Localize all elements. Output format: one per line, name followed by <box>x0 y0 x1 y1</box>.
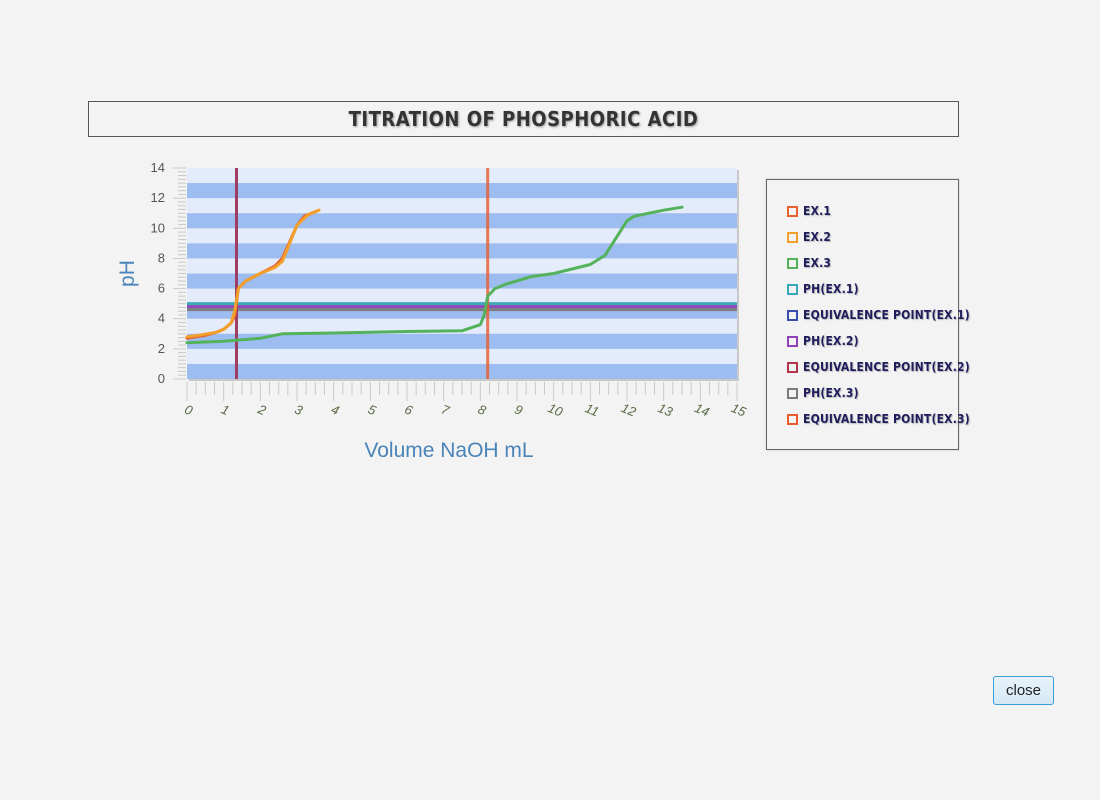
x-tick-label: 0 <box>183 402 196 419</box>
legend-swatch <box>787 205 798 217</box>
series-line <box>185 208 321 339</box>
legend-item[interactable]: Ex.3 <box>787 255 831 271</box>
legend-label: Ex.3 <box>803 256 832 270</box>
y-tick-label: 0 <box>158 371 165 386</box>
legend-label: Equivalence Point(Ex.3) <box>803 412 970 426</box>
x-tick-label: 3 <box>293 402 306 419</box>
series-line <box>185 205 684 345</box>
legend-swatch <box>787 387 798 399</box>
legend-swatch <box>787 335 798 347</box>
legend-label: pH(Ex.2) <box>803 334 859 348</box>
x-tick-label: 11 <box>583 400 601 419</box>
legend-label: pH(Ex.3) <box>803 386 859 400</box>
chart-title: Titration of Phosphoric Acid <box>348 107 699 131</box>
grid-band <box>187 183 737 199</box>
grid-band <box>187 243 737 259</box>
legend: Ex.1 Ex.2 Ex.3 pH(Ex.1) Equivalence Point(Ex… <box>766 179 970 450</box>
x-tick-label: 5 <box>366 402 379 419</box>
x-tick-label: 4 <box>329 402 341 419</box>
y-tick-label: 6 <box>158 281 165 296</box>
legend-item[interactable]: Ex.1 <box>787 203 831 219</box>
x-tick-label: 15 <box>729 400 749 420</box>
legend-item[interactable]: Ex.2 <box>787 229 831 245</box>
legend-label: Ex.1 <box>803 204 832 218</box>
close-button[interactable]: close <box>993 676 1054 705</box>
x-tick-label: 14 <box>693 400 712 419</box>
legend-swatch <box>787 361 798 373</box>
x-tick-label: 1 <box>219 402 231 419</box>
y-tick-label: 2 <box>158 341 165 356</box>
legend-label: Equivalence Point(Ex.2) <box>803 360 970 374</box>
y-tick-label: 12 <box>151 190 165 205</box>
x-tick-label: 2 <box>255 401 269 418</box>
legend-item[interactable]: pH(Ex.2) <box>787 333 859 349</box>
y-tick-label: 8 <box>158 250 165 265</box>
grid-band <box>187 213 737 229</box>
legend-swatch <box>787 257 798 269</box>
x-tick-label: 8 <box>476 402 489 419</box>
legend-item[interactable]: pH(Ex.1) <box>787 281 859 297</box>
x-tick-label: 12 <box>619 400 639 420</box>
x-tick-label: 6 <box>403 402 416 419</box>
x-tick-label: 9 <box>513 402 525 419</box>
y-tick-label: 10 <box>151 220 165 235</box>
grid-band <box>187 273 737 289</box>
x-tick-label: 7 <box>439 402 452 419</box>
y-axis-label: pH <box>116 260 139 287</box>
y-tick-label: 4 <box>158 311 165 326</box>
grid-band <box>187 363 737 379</box>
legend-swatch <box>787 413 798 425</box>
legend-swatch <box>787 231 798 243</box>
x-tick-label: 13 <box>656 400 676 420</box>
x-tick-label: 10 <box>546 400 566 420</box>
legend-swatch <box>787 309 798 321</box>
legend-item[interactable]: Equivalence Point(Ex.1) <box>787 307 970 323</box>
chart-title-box: Titration of Phosphoric Acid <box>88 101 959 137</box>
legend-swatch <box>787 283 798 295</box>
grid-band <box>187 333 737 349</box>
legend-label: pH(Ex.1) <box>803 282 859 296</box>
legend-item[interactable]: Equivalence Point(Ex.3) <box>787 411 970 427</box>
legend-item[interactable]: Equivalence Point(Ex.2) <box>787 359 970 375</box>
x-axis-label: Volume NaOH mL <box>364 439 533 462</box>
legend-label: Equivalence Point(Ex.1) <box>803 308 970 322</box>
y-tick-label: 14 <box>151 160 165 175</box>
legend-label: Ex.2 <box>803 230 832 244</box>
legend-item[interactable]: pH(Ex.3) <box>787 385 859 401</box>
